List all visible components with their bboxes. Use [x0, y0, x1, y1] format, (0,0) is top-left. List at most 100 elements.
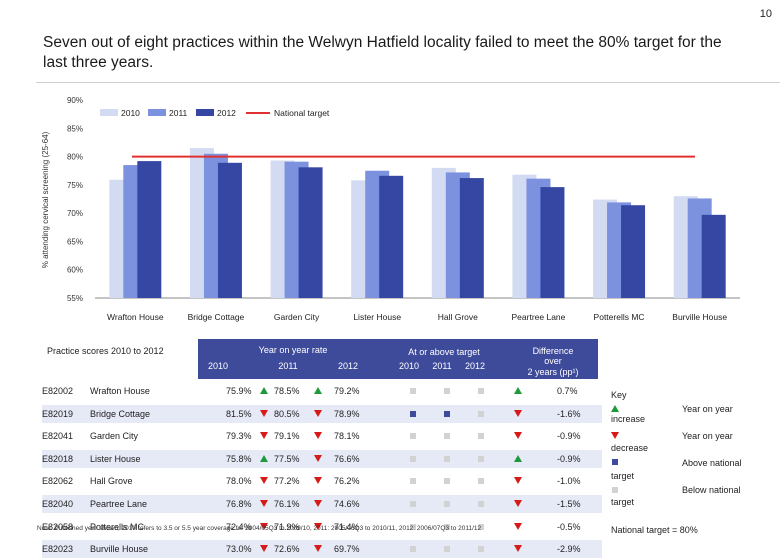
practice-name: Garden City [90, 431, 139, 442]
practice-code: E82058 [42, 521, 74, 532]
below-target-icon [410, 478, 416, 485]
below-target-icon [410, 388, 416, 394]
difference-value: -1.6% [557, 408, 581, 419]
practice-code: E82019 [42, 408, 74, 419]
difference-value: 0.7% [557, 386, 578, 396]
below-target-icon [444, 478, 450, 485]
score-2010: 73.0% [226, 544, 252, 555]
practice-name: Potterells MC [90, 521, 145, 532]
difference-down-icon [514, 522, 522, 530]
score-2011: 76.1% [274, 499, 300, 509]
below-target-icon [410, 546, 416, 553]
below-target-icon [478, 388, 484, 394]
practice-name: Burville House [90, 544, 149, 555]
below-target-icon [444, 455, 450, 462]
score-2011: 77.5% [274, 453, 300, 464]
score-2011: 72.6% [274, 544, 300, 555]
x-tick-label: Wrafton House [107, 312, 164, 322]
key-title: Key [611, 390, 627, 400]
trend-2011-down-icon [260, 409, 268, 417]
legend-label-2011: 2011 [169, 108, 188, 118]
difference-header-1: Difference [532, 346, 574, 356]
difference-header-3: 2 years (pp¹) [527, 367, 579, 377]
score-2011: 78.5% [274, 386, 300, 396]
y-axis-label: % attending cervical screening (25-64) [41, 131, 50, 268]
trend-2012-down-icon [314, 545, 322, 553]
trend-2011-down-icon [260, 522, 268, 530]
trend-2012-down-icon [314, 522, 322, 530]
y-tick-label: 55% [67, 294, 83, 303]
practice-code: E82041 [42, 431, 74, 442]
x-tick-label: Hall Grove [438, 312, 478, 322]
trend-2011-down-icon [260, 500, 268, 507]
below-target-icon [612, 487, 618, 493]
legend-label-2012: 2012 [217, 108, 236, 118]
score-2012: 78.9% [334, 408, 360, 419]
practice-code: E82018 [42, 453, 74, 464]
y-tick-label: 65% [67, 237, 83, 246]
below-target-icon [478, 523, 484, 530]
score-2011: 80.5% [274, 408, 300, 419]
score-2010: 72.4% [226, 521, 252, 532]
table-header-band: Year on year rate 2010 2011 2012 At or a… [198, 339, 598, 379]
trend-2012-down-icon [314, 500, 322, 507]
trend-2011-down-icon [260, 477, 268, 485]
below-target-icon [444, 433, 450, 440]
key-above-2: target [611, 471, 635, 481]
below-target-icon [444, 501, 450, 507]
score-2012: 69.7% [334, 544, 360, 555]
y-tick-label: 80% [67, 153, 83, 162]
x-tick-label: Potterells MC [594, 312, 645, 322]
yoy-header: Year on year rate [258, 345, 328, 355]
above-target-icon [612, 459, 618, 465]
difference-down-icon [514, 409, 522, 417]
key-increase-2: increase [611, 414, 646, 424]
difference-value: -1.0% [557, 476, 581, 487]
difference-value: -0.5% [557, 521, 581, 532]
trend-2011-up-icon [260, 454, 268, 462]
below-target-icon [478, 410, 484, 417]
practice-name: Lister House [90, 453, 141, 464]
score-2010: 81.5% [226, 408, 252, 419]
difference-header-2: over [544, 356, 562, 366]
practice-code: E82062 [42, 476, 74, 487]
below-target-icon [478, 501, 484, 507]
y-tick-label: 75% [67, 181, 83, 190]
practice-name: Hall Grove [90, 476, 133, 487]
score-2012: 71.4% [334, 521, 360, 532]
legend-swatch-2010 [100, 109, 118, 116]
difference-up-icon [514, 454, 522, 462]
difference-value: -0.9% [557, 431, 581, 442]
divider [36, 82, 780, 83]
below-target-icon [478, 455, 484, 462]
difference-up-icon [514, 387, 522, 394]
decrease-icon [611, 432, 619, 439]
trend-2011-down-icon [260, 545, 268, 553]
above-target-icon [444, 410, 450, 417]
below-target-icon [444, 523, 450, 530]
y-tick-label: 85% [67, 124, 83, 133]
trend-2012-down-icon [314, 409, 322, 417]
trend-2012-down-icon [314, 432, 322, 440]
key-decrease-1: Year on year [682, 431, 733, 441]
score-2012: 76.6% [334, 453, 360, 464]
score-2011: 79.1% [274, 431, 300, 442]
below-target-icon [478, 478, 484, 485]
bar-2012 [137, 161, 162, 298]
score-2010: 76.8% [226, 499, 252, 509]
difference-value: -2.9% [557, 544, 581, 555]
score-2012: 76.2% [334, 476, 360, 487]
page-number: 10 [759, 8, 772, 20]
practice-code: E82023 [42, 544, 74, 555]
score-2010: 78.0% [226, 476, 252, 487]
key-target-note: National target = 80% [611, 525, 698, 535]
table-title: Practice scores 2010 to 2012 [47, 346, 164, 356]
score-2012: 74.6% [334, 499, 360, 509]
above-target-icon [410, 410, 416, 417]
legend-label-target: National target [274, 108, 330, 118]
score-2011: 71.9% [274, 521, 300, 532]
table-row: E82019 Bridge Cottage 81.5% 80.5% 78.9% -1.6% [42, 404, 602, 423]
x-tick-label: Peartree Lane [512, 312, 566, 322]
key-decrease-2: decrease [611, 443, 649, 453]
practice-code: E82002 [42, 386, 74, 396]
